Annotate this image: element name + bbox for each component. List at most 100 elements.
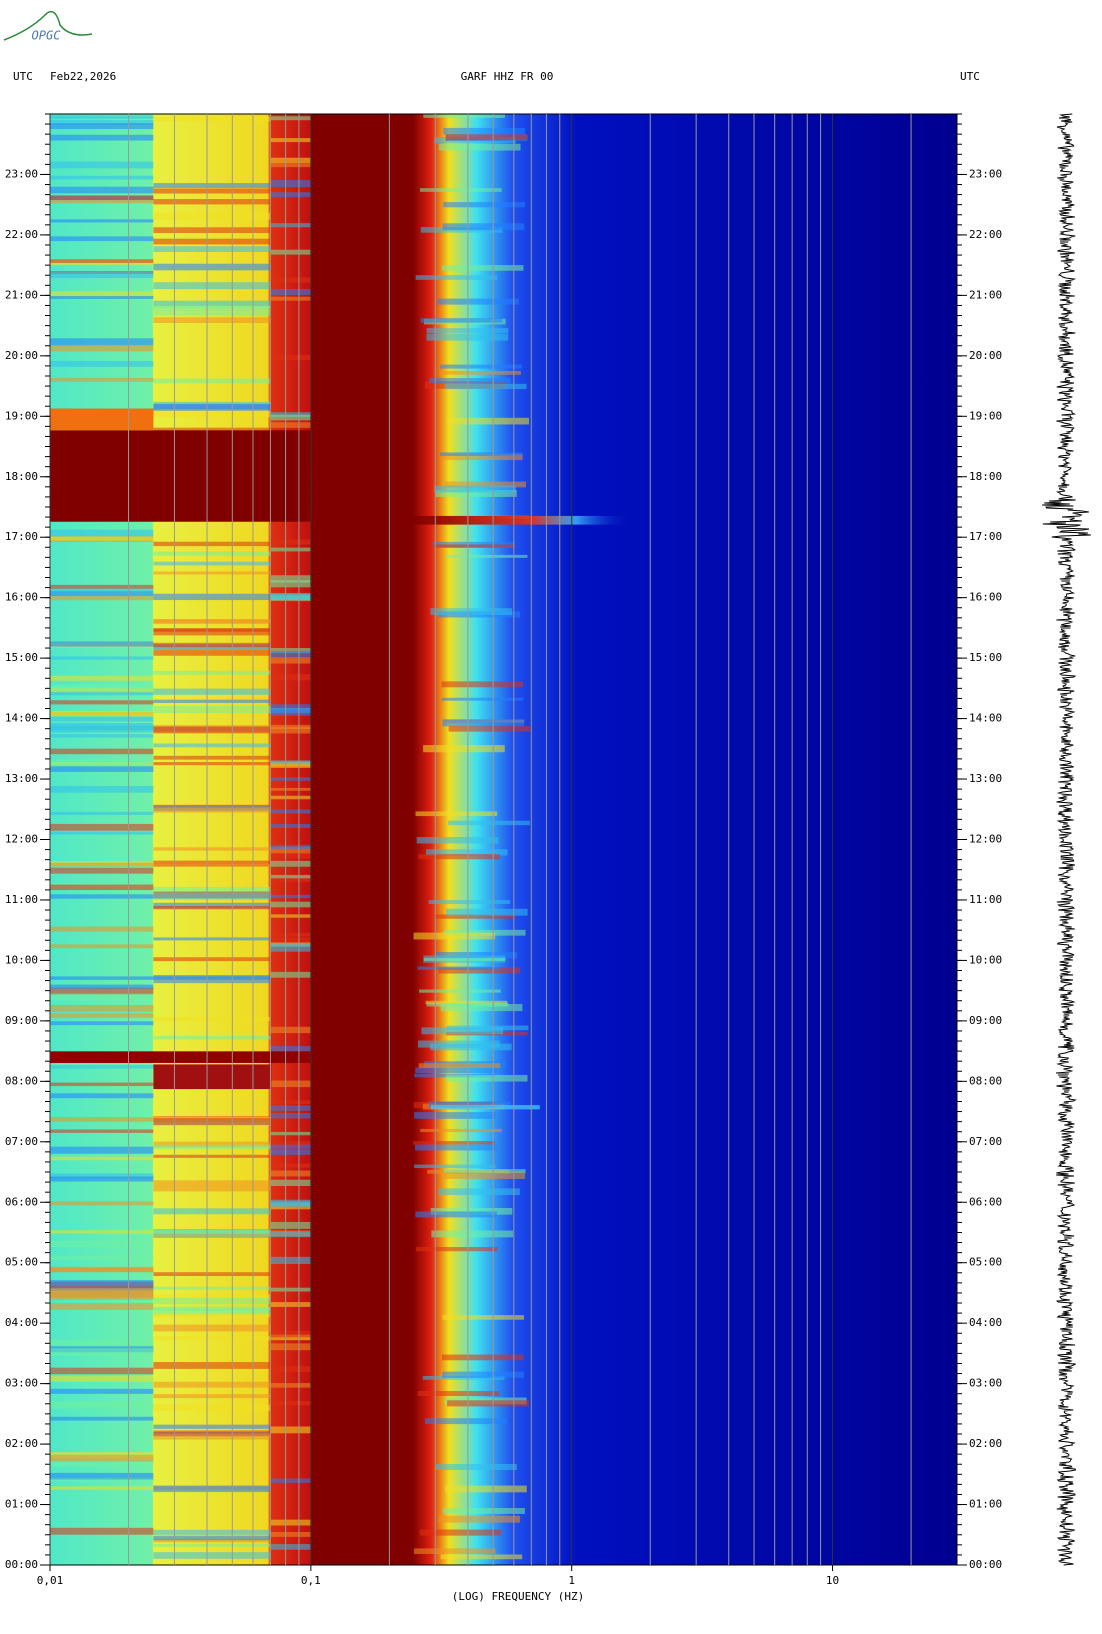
- texture: [50, 1375, 154, 1382]
- texture: [50, 161, 154, 169]
- texture: [153, 1035, 271, 1040]
- texture: [270, 932, 312, 937]
- texture: [420, 318, 503, 323]
- texture: [418, 1063, 501, 1068]
- texture: [153, 629, 271, 636]
- texture: [270, 116, 312, 121]
- texture: [414, 1112, 496, 1119]
- texture: [270, 580, 312, 588]
- texture: [270, 894, 312, 899]
- texture: [431, 1230, 513, 1238]
- y-tick-label: 13:00: [5, 772, 38, 785]
- texture: [153, 886, 271, 894]
- texture: [153, 1017, 271, 1022]
- texture: [447, 1400, 529, 1407]
- texture: [50, 291, 154, 297]
- texture: [153, 1308, 271, 1315]
- texture: [433, 914, 516, 919]
- texture: [50, 1280, 154, 1286]
- texture: [153, 699, 271, 703]
- texture: [270, 138, 312, 143]
- texture: [50, 823, 154, 831]
- texture: [50, 1416, 154, 1421]
- texture: [421, 1027, 504, 1035]
- texture: [270, 1140, 312, 1145]
- y-tick-label: 17:00: [969, 530, 1002, 543]
- texture: [153, 670, 271, 675]
- texture: [50, 993, 154, 1001]
- texture: [270, 795, 312, 800]
- texture: [50, 120, 154, 125]
- y-tick-label: 15:00: [969, 651, 1002, 664]
- texture: [446, 1025, 529, 1031]
- texture: [270, 724, 312, 730]
- texture: [270, 1478, 312, 1483]
- texture: [50, 675, 154, 681]
- y-tick-label: 00:00: [969, 1558, 1002, 1571]
- texture: [153, 863, 271, 867]
- y-tick-label: 12:00: [5, 833, 38, 846]
- texture: [50, 1065, 154, 1069]
- texture: [50, 700, 154, 705]
- texture: [270, 1046, 312, 1053]
- texture: [153, 688, 271, 695]
- texture: [50, 529, 154, 537]
- texture: [446, 908, 528, 916]
- chart-title: GARF HHZ FR 00: [461, 70, 554, 83]
- texture: [270, 1113, 312, 1119]
- texture: [153, 1186, 271, 1192]
- texture: [50, 716, 154, 722]
- texture: [270, 1100, 312, 1105]
- texture: [50, 271, 154, 279]
- texture: [270, 860, 312, 867]
- texture: [270, 355, 312, 361]
- y-tick-label: 22:00: [969, 228, 1002, 241]
- y-tick-label: 01:00: [969, 1498, 1002, 1511]
- texture: [153, 317, 271, 324]
- texture: [420, 1128, 502, 1133]
- texture: [419, 188, 502, 192]
- texture: [50, 1454, 154, 1462]
- texture: [50, 199, 154, 204]
- texture: [270, 1026, 312, 1034]
- texture: [270, 704, 312, 711]
- texture: [50, 684, 154, 691]
- texture: [419, 1529, 502, 1536]
- texture: [153, 1394, 271, 1399]
- y-tick-label: 17:00: [5, 530, 38, 543]
- texture: [441, 681, 524, 688]
- texture: [270, 846, 312, 854]
- y-tick-label: 05:00: [5, 1256, 38, 1269]
- texture: [437, 298, 519, 305]
- y-tick-label: 18:00: [969, 470, 1002, 483]
- texture: [445, 554, 528, 558]
- texture: [50, 1290, 154, 1298]
- texture: [50, 1146, 154, 1154]
- texture: [415, 275, 498, 280]
- texture: [419, 989, 501, 993]
- texture: [270, 901, 312, 908]
- texture: [441, 697, 524, 701]
- texture: [270, 809, 312, 814]
- x-tick-label: 1: [568, 1574, 575, 1587]
- y-tick-label: 05:00: [969, 1256, 1002, 1269]
- texture: [50, 1367, 154, 1375]
- texture: [443, 202, 525, 208]
- texture: [153, 1424, 271, 1429]
- texture: [153, 1381, 271, 1388]
- texture: [153, 847, 271, 851]
- texture: [153, 378, 271, 384]
- texture: [50, 1117, 154, 1122]
- texture: [441, 265, 524, 271]
- texture: [423, 114, 505, 118]
- texture: [50, 926, 154, 932]
- texture: [153, 1141, 271, 1148]
- texture: [270, 787, 312, 791]
- texture: [440, 364, 522, 369]
- texture: [443, 127, 526, 135]
- texture: [270, 914, 312, 918]
- texture: [50, 1472, 154, 1480]
- texture: [50, 862, 154, 867]
- texture: [50, 259, 154, 263]
